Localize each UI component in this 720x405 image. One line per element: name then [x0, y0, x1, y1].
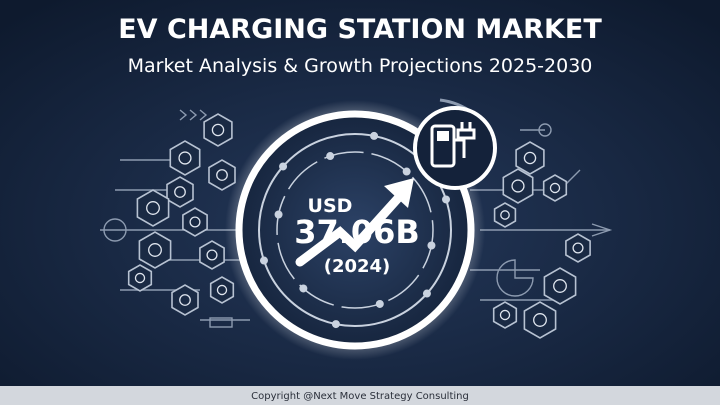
hex-icon: [216, 284, 228, 296]
decor-rect: [437, 131, 449, 141]
arrow-head: [384, 178, 414, 208]
hex-icon: [178, 151, 192, 165]
hexagon: [502, 168, 534, 204]
hex-icon: [216, 169, 228, 181]
hexagon: [171, 284, 199, 316]
hex-icon: [189, 216, 201, 228]
decor-rect: [430, 124, 456, 168]
growth-arrow: [295, 191, 405, 267]
decor-path: [179, 109, 208, 121]
decor-path: [496, 259, 534, 297]
ring-node: [442, 195, 451, 204]
hex-icon: [533, 313, 547, 327]
decor-path: [591, 223, 613, 237]
outer-ring: [235, 110, 475, 350]
hex-icon: [179, 294, 191, 306]
copyright: Copyright @Next Move Strategy Consulting: [251, 391, 469, 402]
hexagon: [543, 267, 577, 305]
hexagon: [136, 189, 170, 227]
hex-icon: [146, 201, 160, 215]
hexagon: [209, 276, 235, 304]
hexagon: [166, 176, 194, 208]
hexagon: [542, 174, 568, 202]
ring-node: [326, 152, 335, 161]
hexagon: [169, 140, 201, 176]
decor-rect: [209, 317, 233, 328]
hex-icon: [206, 249, 218, 261]
hexagon: [492, 301, 518, 329]
ring-node: [422, 289, 431, 298]
footer-bar: [0, 386, 720, 405]
hex-icon: [148, 243, 162, 257]
decor-circle: [538, 123, 552, 137]
subtitle: Market Analysis & Growth Projections 202…: [128, 55, 593, 77]
hexagon: [515, 141, 545, 175]
hexagon: [138, 231, 172, 269]
market-value: 37.06B: [294, 213, 420, 251]
hex-icon: [134, 272, 146, 284]
ring-node: [427, 241, 436, 250]
decor-circle: [103, 218, 127, 242]
hexagon-icons: [127, 113, 591, 339]
hex-icon: [499, 309, 511, 321]
hexagon: [182, 207, 208, 237]
decor-path: [100, 129, 610, 321]
ring-node: [274, 210, 283, 219]
decor-path: [454, 122, 476, 158]
ring: [276, 151, 434, 309]
hex-icon: [511, 179, 525, 193]
title: EV CHARGING STATION MARKET: [118, 14, 602, 45]
hexagon: [523, 301, 557, 339]
ring-node: [331, 320, 340, 329]
hexagon: [493, 202, 517, 228]
hex-icon: [572, 242, 584, 254]
ring-node: [370, 131, 379, 140]
year: (2024): [324, 256, 391, 277]
ring-node: [259, 256, 268, 265]
decorations: [100, 109, 613, 328]
charger-icon: [413, 98, 497, 190]
hexagon: [127, 264, 153, 292]
hex-icon: [523, 151, 537, 165]
ring-node: [279, 162, 288, 171]
hexagon: [208, 159, 236, 191]
currency: USD: [308, 195, 353, 217]
hex-icon: [174, 186, 186, 198]
hexagon: [199, 240, 225, 270]
hex-icon: [549, 182, 561, 194]
hexagon: [203, 113, 233, 147]
ring-node: [299, 284, 308, 293]
hex-icon: [500, 210, 510, 220]
ring: [258, 133, 452, 327]
hex-icon: [553, 279, 567, 293]
ring-nodes: [259, 131, 451, 329]
ring-node: [402, 167, 411, 176]
hexagon: [565, 233, 591, 263]
hex-icon: [211, 123, 225, 137]
ring-node: [375, 299, 384, 308]
